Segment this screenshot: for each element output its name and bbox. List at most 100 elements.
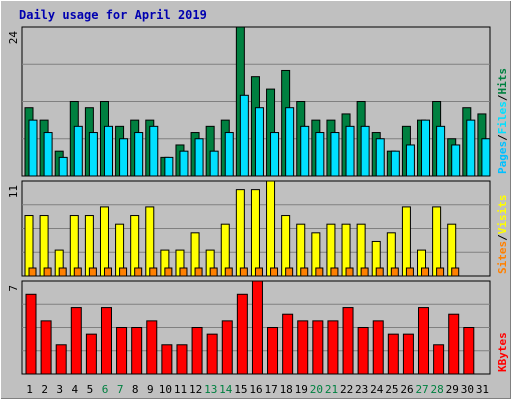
day-label: 6 bbox=[102, 383, 109, 396]
files-bar bbox=[28, 119, 38, 177]
sites-bar bbox=[194, 267, 203, 277]
kbytes-bar bbox=[297, 320, 309, 375]
day-label: 23 bbox=[355, 383, 368, 396]
kbytes-bar bbox=[191, 327, 203, 375]
sites-bar bbox=[330, 267, 339, 277]
files-bar bbox=[436, 125, 446, 177]
day-label: 29 bbox=[446, 383, 459, 396]
kbytes-bar bbox=[100, 307, 112, 375]
kbytes-bar bbox=[312, 320, 324, 375]
files-bar bbox=[209, 150, 219, 177]
kbytes-bar bbox=[236, 293, 248, 375]
files-bar bbox=[345, 125, 355, 177]
files-bar bbox=[285, 107, 295, 177]
day-label: 8 bbox=[132, 383, 139, 396]
files-bar bbox=[300, 125, 310, 177]
kbytes-bar bbox=[206, 333, 218, 375]
files-bar bbox=[88, 132, 98, 177]
sites-bar bbox=[164, 267, 173, 277]
sites-bar bbox=[270, 267, 279, 277]
visits-bar bbox=[281, 215, 291, 277]
visits-bar bbox=[84, 215, 94, 277]
files-bar bbox=[103, 125, 113, 177]
day-label: 27 bbox=[415, 383, 428, 396]
sites-bar bbox=[28, 267, 37, 277]
sites-bar bbox=[421, 267, 430, 277]
hits-max-label: 24 bbox=[7, 31, 20, 45]
files-bar bbox=[254, 107, 264, 177]
kbytes-bar bbox=[357, 327, 369, 375]
files-bar bbox=[149, 125, 159, 177]
day-label: 11 bbox=[174, 383, 187, 396]
visits-bar bbox=[130, 215, 140, 277]
day-label: 31 bbox=[476, 383, 489, 396]
kbytes-bar bbox=[342, 307, 354, 375]
kbytes-bar bbox=[448, 313, 460, 375]
day-label: 13 bbox=[204, 383, 217, 396]
chart-title: Daily usage for April 2019 bbox=[19, 8, 207, 22]
kbytes-max-label: 7 bbox=[7, 285, 20, 292]
files-bar bbox=[390, 150, 400, 177]
day-label: 28 bbox=[431, 383, 444, 396]
files-bar bbox=[270, 132, 280, 177]
day-label: 17 bbox=[264, 383, 277, 396]
sites-bar bbox=[58, 267, 67, 277]
visits-bar bbox=[24, 215, 34, 277]
day-label: 15 bbox=[234, 383, 247, 396]
day-label: 30 bbox=[461, 383, 474, 396]
sites-bar bbox=[390, 267, 399, 277]
kbytes-bar bbox=[176, 344, 188, 375]
day-label: 4 bbox=[72, 383, 79, 396]
kbytes-bar bbox=[161, 344, 173, 375]
files-bar bbox=[164, 156, 174, 177]
kbytes-bar bbox=[372, 320, 384, 375]
sites-bar bbox=[405, 267, 414, 277]
sites-bar bbox=[375, 267, 384, 277]
visits-bar bbox=[250, 189, 260, 277]
kbytes-bar bbox=[131, 327, 143, 375]
files-bar bbox=[315, 132, 325, 177]
sites-bar bbox=[300, 267, 309, 277]
visits-bar bbox=[266, 180, 276, 277]
files-bar bbox=[360, 125, 370, 177]
files-bar bbox=[466, 119, 476, 177]
sites-bar bbox=[179, 267, 188, 277]
kbytes-bar bbox=[327, 320, 339, 375]
files-bar bbox=[405, 144, 415, 177]
day-label: 18 bbox=[280, 383, 293, 396]
visits-bar bbox=[99, 206, 109, 277]
kbytes-bar bbox=[282, 313, 294, 375]
kbytes-legend: KBytes bbox=[496, 332, 509, 372]
day-label: 21 bbox=[325, 383, 338, 396]
day-label: 2 bbox=[41, 383, 48, 396]
files-bar bbox=[239, 94, 249, 177]
visits-bar bbox=[401, 206, 411, 277]
sites-bar bbox=[315, 267, 324, 277]
kbytes-bar bbox=[70, 307, 82, 375]
visits-bar bbox=[432, 206, 442, 277]
sites-bar bbox=[360, 267, 369, 277]
kbytes-bar bbox=[55, 344, 67, 375]
visits-bar bbox=[69, 215, 79, 277]
day-label: 14 bbox=[219, 383, 233, 396]
day-label: 19 bbox=[295, 383, 308, 396]
day-label: 26 bbox=[400, 383, 413, 396]
day-label: 1 bbox=[26, 383, 33, 396]
day-label: 7 bbox=[117, 383, 124, 396]
kbytes-bar bbox=[402, 333, 414, 375]
files-bar bbox=[73, 125, 83, 177]
files-bar bbox=[58, 156, 68, 177]
visits-bar bbox=[145, 206, 155, 277]
sites-bar bbox=[88, 267, 97, 277]
visits-max-label: 11 bbox=[7, 185, 20, 198]
files-bar bbox=[179, 150, 189, 177]
files-bar bbox=[481, 138, 491, 177]
kbytes-bar bbox=[433, 344, 445, 375]
files-bar bbox=[43, 132, 53, 177]
day-label: 3 bbox=[56, 383, 63, 396]
sites-bar bbox=[224, 267, 233, 277]
files-bar bbox=[421, 119, 431, 177]
sites-bar bbox=[119, 267, 128, 277]
kbytes-bar bbox=[25, 293, 37, 375]
kbytes-bar bbox=[418, 307, 430, 375]
